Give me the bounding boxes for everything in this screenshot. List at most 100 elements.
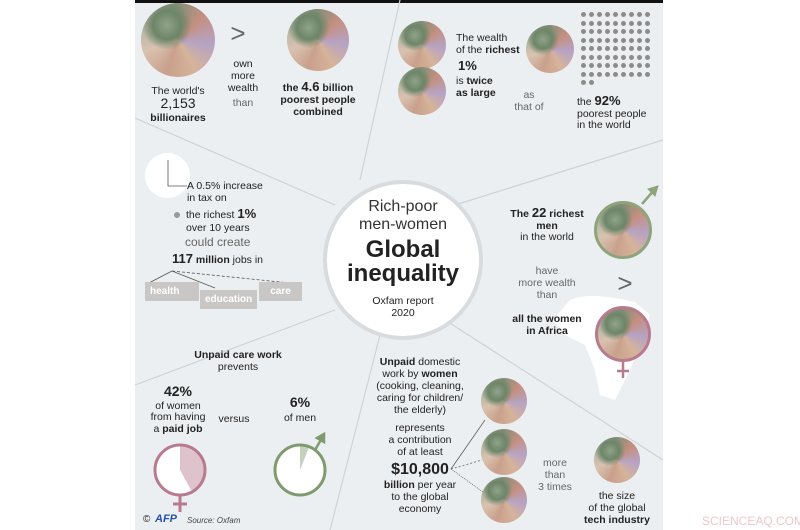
population-dot <box>597 20 602 26</box>
text: all the women <box>512 313 582 325</box>
text: over 10 years <box>186 222 250 234</box>
text: of women <box>155 400 201 412</box>
population-dot <box>597 29 602 34</box>
text: more <box>231 70 255 82</box>
top-bar <box>135 0 663 3</box>
text: the 4.6 billion <box>282 79 354 94</box>
population-dot <box>645 20 650 26</box>
text: combined <box>293 106 343 118</box>
text: than <box>544 469 566 481</box>
population-dot <box>613 63 618 68</box>
divider-lines <box>135 0 663 530</box>
text: of the richest <box>456 44 520 56</box>
divider-line <box>359 0 401 181</box>
male-symbol-icon <box>641 185 659 205</box>
population-dot <box>613 29 618 34</box>
population-dot <box>629 12 634 17</box>
population-dot <box>621 46 626 51</box>
money-icon <box>398 67 446 115</box>
text: poorest people <box>280 94 356 106</box>
billionaire-count: 2,153 <box>160 95 196 111</box>
money-icon <box>287 9 349 71</box>
population-dot <box>613 37 618 43</box>
text: the richest 1% <box>186 206 257 221</box>
population-dot <box>629 63 634 68</box>
text: 3 times <box>538 481 572 493</box>
money-icon <box>526 25 574 73</box>
text: billion per year <box>383 479 457 491</box>
money-icon <box>481 429 527 475</box>
contribution-connector-lines <box>450 419 486 493</box>
text: the 92% <box>577 93 621 108</box>
male-money-icon <box>594 201 652 259</box>
text: economy <box>398 503 442 515</box>
text: of men <box>283 412 317 424</box>
population-dot <box>621 20 626 26</box>
afp-logo: AFP <box>155 513 177 525</box>
watermark: SCIENCEAQ.COM <box>702 514 800 528</box>
text: is twice <box>456 75 493 87</box>
population-dot <box>645 12 650 17</box>
text: poorest people <box>577 108 647 120</box>
money-icon <box>141 3 215 77</box>
population-dot <box>613 20 618 26</box>
population-dot <box>629 29 634 34</box>
population-dot <box>637 71 642 77</box>
population-dot <box>613 54 618 60</box>
money-icon <box>398 21 446 69</box>
subtitle: men-women <box>358 216 448 233</box>
population-dot <box>597 37 602 43</box>
population-dot <box>645 29 650 34</box>
population-dot <box>621 63 626 68</box>
population-dot <box>581 80 586 85</box>
sector-box-education: education <box>200 290 258 309</box>
sector-box-care: care <box>259 282 302 301</box>
money-icon <box>481 477 527 523</box>
page-title: Global <box>365 236 441 263</box>
text: (cooking, cleaning, <box>376 380 464 392</box>
text: tech industry <box>584 514 650 526</box>
population-dot <box>589 71 594 77</box>
text: from having <box>150 411 206 423</box>
population-dot <box>605 12 610 17</box>
text: of the global <box>588 502 646 514</box>
population-dot <box>613 71 618 77</box>
money-icon <box>594 437 640 483</box>
population-dot <box>621 37 626 43</box>
text: as <box>523 89 535 101</box>
population-dot <box>597 63 602 68</box>
text: Unpaid domestic <box>379 356 461 368</box>
text: the size <box>598 490 636 502</box>
text: a contribution <box>388 434 452 446</box>
population-dot <box>581 46 586 51</box>
population-dot <box>581 29 586 34</box>
text: A 0.5% increase <box>187 180 263 192</box>
text: wealth <box>227 82 259 94</box>
population-dot <box>581 12 586 17</box>
money-icon <box>481 378 527 424</box>
population-dot <box>637 37 642 43</box>
text: men <box>536 220 558 232</box>
population-dot <box>581 37 586 43</box>
text: represents <box>395 422 445 434</box>
population-dot <box>637 20 642 26</box>
population-dot <box>605 37 610 43</box>
population-dot <box>605 46 610 51</box>
greater-than-icon: > <box>230 18 246 48</box>
population-dot <box>605 63 610 68</box>
female-money-icon <box>595 306 651 362</box>
text: prevents <box>217 361 259 373</box>
population-dot <box>645 71 650 77</box>
population-dot <box>589 37 594 43</box>
text: to the global <box>391 491 449 503</box>
men-pie-slice <box>300 445 310 470</box>
text: the elderly) <box>394 404 446 416</box>
women-pie-slice <box>180 445 205 492</box>
population-dot <box>645 54 650 60</box>
population-dot <box>597 12 602 17</box>
men-percent: 6% <box>289 394 311 410</box>
text: 117 million jobs in <box>172 251 264 266</box>
female-symbol-icon <box>173 495 187 512</box>
text: in the world <box>520 231 574 243</box>
divider-line <box>329 334 381 530</box>
